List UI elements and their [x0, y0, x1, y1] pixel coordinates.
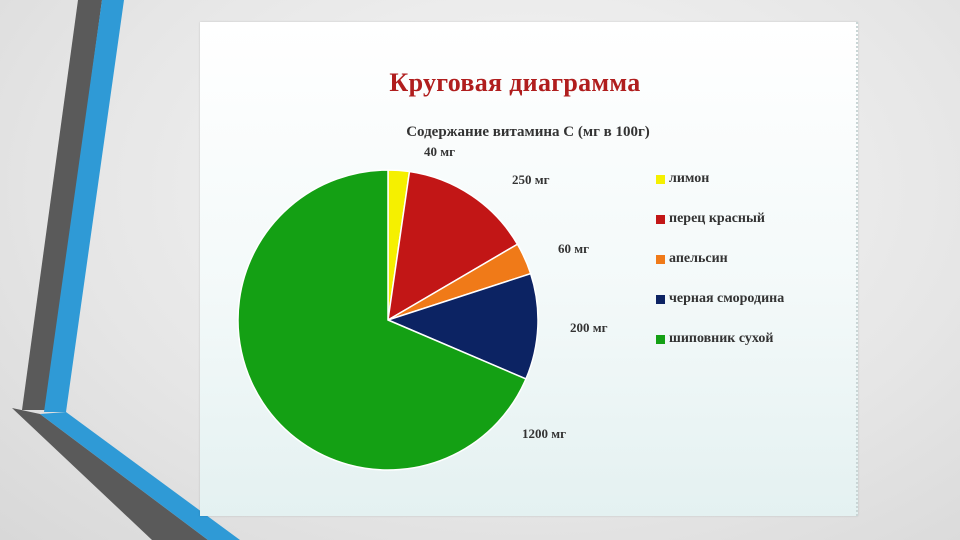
legend-label: перец красный	[669, 211, 765, 226]
pie-slice-red-pepper	[387, 170, 519, 322]
legend-item-red-pepper: перец красный	[656, 209, 856, 229]
gray-stripe-upper	[22, 0, 102, 410]
legend-swatch	[656, 294, 665, 304]
legend-item-lemon: лимон	[656, 169, 856, 189]
data-label-lemon: 40 мг	[424, 144, 455, 159]
legend-item-blackcurrant: черная смородина	[656, 289, 856, 309]
legend-label: апельсин	[669, 251, 728, 266]
data-label-red-pepper: 250 мг	[512, 172, 550, 187]
pie-chart: 40 мг 250 мг 60 мг 200 мг 1200 мг	[237, 144, 608, 471]
legend-swatch	[656, 174, 665, 184]
legend-label: шиповник сухой	[669, 331, 774, 346]
chart-title: Содержание витамина С (мг в 100г)	[406, 124, 650, 140]
pie-slice-blackcurrant	[385, 272, 539, 380]
data-label-rosehip: 1200 мг	[522, 426, 566, 441]
gray-stripe-lower	[12, 408, 208, 540]
legend-swatch	[656, 254, 665, 264]
legend-item-orange: апельсин	[656, 249, 856, 269]
blue-stripe-upper	[44, 0, 124, 412]
legend-item-rosehip: шиповник сухой	[656, 329, 856, 349]
chart-legend: лимон перец красный апельсин черная смор…	[656, 169, 856, 369]
pie-slice-rosehip	[237, 169, 527, 471]
slide-title: Круговая диаграмма	[389, 68, 641, 97]
data-label-orange: 60 мг	[558, 241, 589, 256]
panel-dotted-edge	[853, 22, 858, 516]
data-label-blackcurrant: 200 мг	[570, 320, 608, 335]
legend-label: черная смородина	[669, 291, 785, 306]
slide-content-panel: Круговая диаграмма Содержание витамина С…	[200, 22, 858, 516]
legend-swatch	[656, 334, 665, 344]
legend-swatch	[656, 214, 665, 224]
legend-label: лимон	[669, 171, 710, 186]
blue-stripe-lower	[40, 412, 240, 540]
